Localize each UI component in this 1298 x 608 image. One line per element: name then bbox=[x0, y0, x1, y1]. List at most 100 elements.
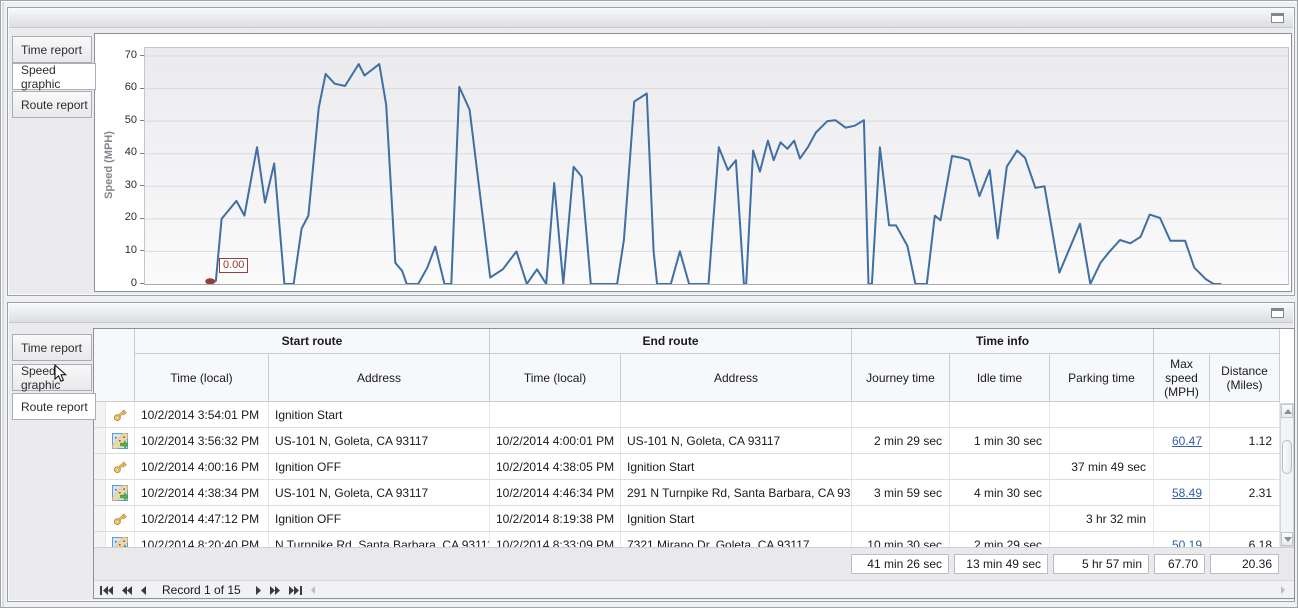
y-tick-label: 70 bbox=[124, 48, 137, 61]
cell-distance bbox=[1210, 402, 1280, 427]
band-blank bbox=[1154, 329, 1280, 354]
vertical-scrollbar-thumb[interactable] bbox=[1282, 440, 1292, 474]
cell-parking bbox=[1050, 428, 1154, 453]
tab-label: Speed graphic bbox=[21, 62, 61, 91]
cell-end-time: 10/2/2014 4:46:34 PM bbox=[490, 480, 621, 505]
y-tick-mark bbox=[140, 87, 144, 89]
speed-chart: Speed (MPH) 0 10 20 30 40 50 60 70 0.00 bbox=[94, 33, 1292, 292]
scroll-down-icon[interactable] bbox=[1281, 532, 1293, 546]
cell-start-time: 10/2/2014 4:47:12 PM bbox=[135, 506, 269, 531]
cell-start-time: 10/2/2014 3:56:32 PM bbox=[135, 428, 269, 453]
column-header-end-address[interactable]: Address bbox=[621, 354, 852, 402]
table-row[interactable]: 10/2/2014 3:56:32 PM US-101 N, Goleta, CA… bbox=[94, 428, 1280, 454]
y-tick-label: 40 bbox=[124, 146, 137, 159]
route-map-icon bbox=[106, 532, 135, 547]
tab-route-report-top[interactable]: Route report bbox=[12, 91, 92, 118]
tab-label: Speed graphic bbox=[21, 363, 61, 392]
last-record-button[interactable] bbox=[288, 585, 303, 595]
vertical-scrollbar[interactable] bbox=[1280, 403, 1294, 547]
previous-record-button[interactable] bbox=[140, 585, 147, 595]
summary-parking-time: 5 hr 57 min bbox=[1053, 554, 1149, 574]
table-row[interactable]: 10/2/2014 4:00:16 PM Ignition OFF 10/2/201… bbox=[94, 454, 1280, 480]
row-indicator bbox=[94, 480, 106, 505]
tab-speed-graphic-top[interactable]: Speed graphic bbox=[12, 62, 96, 91]
table-row[interactable]: 10/2/2014 3:54:01 PM Ignition Start bbox=[94, 402, 1280, 428]
band-time-info: Time info bbox=[852, 329, 1154, 354]
max-speed-link[interactable]: 50.19 bbox=[1171, 537, 1202, 548]
cell-distance bbox=[1210, 506, 1280, 531]
column-header-idle-time[interactable]: Idle time bbox=[950, 354, 1050, 402]
hscroll-left-icon[interactable] bbox=[310, 586, 316, 594]
tab-label: Route report bbox=[21, 399, 88, 414]
next-page-button[interactable] bbox=[269, 585, 281, 595]
tab-time-report-bottom[interactable]: Time report bbox=[12, 334, 92, 361]
tab-speed-graphic-bottom[interactable]: Speed graphic bbox=[12, 363, 92, 392]
tab-label: Route report bbox=[21, 97, 88, 112]
cell-start-address: Ignition Start bbox=[269, 402, 490, 427]
previous-page-button[interactable] bbox=[121, 585, 133, 595]
column-header-distance[interactable]: Distance (Miles) bbox=[1210, 354, 1280, 402]
y-tick-mark bbox=[140, 250, 144, 252]
record-navigator: Record 1 of 15 bbox=[94, 580, 1294, 598]
table-row[interactable]: 10/2/2014 8:20:40 PM N Turnpike Rd, Santa… bbox=[94, 532, 1280, 547]
tab-time-report-top[interactable]: Time report bbox=[12, 36, 92, 63]
cell-start-time: 10/2/2014 3:54:01 PM bbox=[135, 402, 269, 427]
bottom-panel-header bbox=[9, 304, 1293, 323]
ignition-key-icon bbox=[106, 506, 135, 531]
column-header-start-time[interactable]: Time (local) bbox=[135, 354, 269, 402]
column-header-end-time[interactable]: Time (local) bbox=[490, 354, 621, 402]
summary-row: 41 min 26 sec 13 min 49 sec 5 hr 57 min … bbox=[94, 547, 1294, 580]
collapse-window-icon[interactable] bbox=[1271, 13, 1284, 23]
cell-end-time: 10/2/2014 8:33:09 PM bbox=[490, 532, 621, 547]
top-panel-header bbox=[9, 9, 1293, 28]
column-header-journey-time[interactable]: Journey time bbox=[852, 354, 950, 402]
first-record-button[interactable] bbox=[99, 585, 114, 595]
cell-parking bbox=[1050, 480, 1154, 505]
hscroll-right-icon[interactable] bbox=[1280, 586, 1286, 594]
next-record-button[interactable] bbox=[255, 585, 262, 595]
y-tick-label: 0 bbox=[130, 276, 137, 289]
tab-route-report-bottom[interactable]: Route report bbox=[12, 393, 96, 420]
column-header-start-address[interactable]: Address bbox=[269, 354, 490, 402]
cell-max-speed: 60.47 bbox=[1154, 428, 1210, 453]
collapse-window-icon[interactable] bbox=[1271, 308, 1284, 318]
cell-journey: 2 min 29 sec bbox=[852, 428, 950, 453]
cell-end-address: 291 N Turnpike Rd, Santa Barbara, CA 931… bbox=[621, 480, 852, 505]
route-map-icon bbox=[106, 428, 135, 453]
cell-start-address: US-101 N, Goleta, CA 93117 bbox=[269, 428, 490, 453]
cell-start-time: 10/2/2014 4:00:16 PM bbox=[135, 454, 269, 479]
cell-max-speed bbox=[1154, 454, 1210, 479]
column-header-parking-time[interactable]: Parking time bbox=[1050, 354, 1154, 402]
speed-graphic-panel: Time report Speed graphic Route report S… bbox=[7, 7, 1295, 296]
header-blank-corner bbox=[94, 329, 135, 402]
cell-journey bbox=[852, 402, 950, 427]
y-tick-label: 10 bbox=[124, 243, 137, 256]
chart-plot-area[interactable]: 0.00 bbox=[144, 47, 1289, 285]
cell-end-address: US-101 N, Goleta, CA 93117 bbox=[621, 428, 852, 453]
max-speed-link[interactable]: 60.47 bbox=[1171, 433, 1202, 448]
cell-end-address: Ignition Start bbox=[621, 506, 852, 531]
cell-end-address: 7321 Mirano Dr, Goleta, CA 93117 bbox=[621, 532, 852, 547]
row-indicator bbox=[94, 402, 106, 427]
point-annotation: 0.00 bbox=[219, 258, 249, 273]
ignition-key-icon bbox=[106, 402, 135, 427]
cell-idle: 4 min 30 sec bbox=[950, 480, 1050, 505]
band-end-route: End route bbox=[490, 329, 852, 354]
y-tick-mark bbox=[140, 185, 144, 187]
cell-parking: 3 hr 32 min bbox=[1050, 506, 1154, 531]
cell-idle: 1 min 30 sec bbox=[950, 428, 1050, 453]
cell-max-speed bbox=[1154, 402, 1210, 427]
cell-start-address: Ignition OFF bbox=[269, 506, 490, 531]
column-header-max-speed[interactable]: Max speed (MPH) bbox=[1154, 354, 1210, 402]
cell-idle bbox=[950, 402, 1050, 427]
cell-max-speed: 58.49 bbox=[1154, 480, 1210, 505]
cell-start-address: N Turnpike Rd, Santa Barbara, CA 93111 bbox=[269, 532, 490, 547]
cell-idle: 2 min 29 sec bbox=[950, 532, 1050, 547]
table-row[interactable]: 10/2/2014 4:47:12 PM Ignition OFF 10/2/201… bbox=[94, 506, 1280, 532]
table-row[interactable]: 10/2/2014 4:38:34 PM US-101 N, Goleta, CA… bbox=[94, 480, 1280, 506]
max-speed-link[interactable]: 58.49 bbox=[1171, 485, 1202, 500]
band-start-route: Start route bbox=[135, 329, 490, 354]
cell-journey bbox=[852, 506, 950, 531]
y-tick-mark bbox=[140, 217, 144, 219]
scroll-up-icon[interactable] bbox=[1281, 404, 1293, 418]
